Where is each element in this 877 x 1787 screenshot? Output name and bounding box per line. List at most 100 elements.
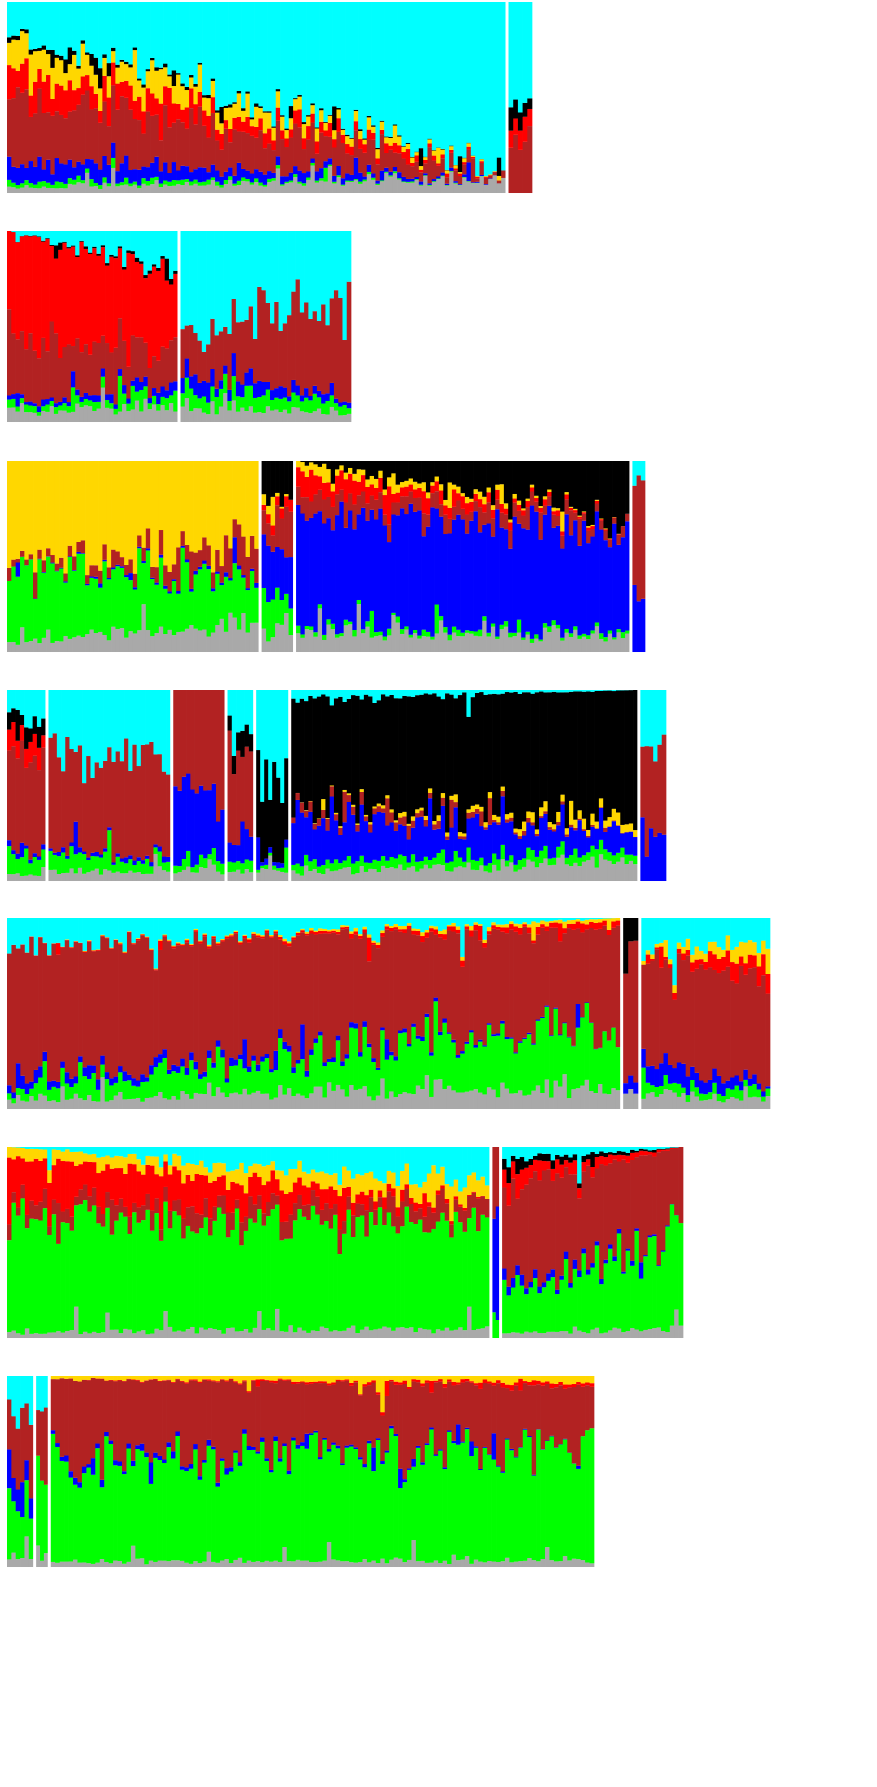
bar-segment-green (118, 1212, 124, 1334)
bar-segment-blue (657, 832, 663, 882)
bar-segment-green (509, 1038, 514, 1094)
bar-segment-cyan (449, 690, 454, 695)
bar-segment-green (526, 1034, 532, 1095)
bar-segment-blue (236, 162, 242, 181)
bar-segment-green (66, 406, 72, 413)
bar-segment-brown (716, 973, 722, 1076)
bar-segment-red (270, 1170, 276, 1194)
bar-segment-gray (641, 1098, 647, 1110)
bar-segment-blue (131, 1078, 137, 1086)
bar-segment-red (85, 75, 90, 91)
bar-segment-gray (353, 1089, 359, 1110)
bar-segment-gray (343, 625, 349, 653)
bar-segment-green (445, 862, 450, 872)
bar-segment-red (716, 958, 722, 974)
bar-segment-gold (158, 461, 164, 531)
bar-segment-black (495, 461, 500, 485)
bar-segment-black (516, 461, 522, 501)
bar-segment-gray (279, 1331, 285, 1339)
bar-segment-brown (141, 1205, 146, 1221)
bar-segment-gold (594, 499, 600, 501)
bar-segment-blue (98, 854, 104, 858)
bar-segment-blue (473, 511, 479, 632)
bar-segment-blue (469, 520, 474, 632)
bar-segment-black (457, 695, 463, 833)
bar-segment-blue (206, 382, 211, 403)
bar-segment-black (372, 702, 378, 807)
bar-segment-brown (335, 494, 340, 516)
bar-segment-green (555, 624, 561, 629)
bar-segment-gray (98, 874, 104, 882)
bar-segment-red (80, 76, 86, 95)
bar-segment-blue (414, 177, 420, 180)
bar-segment-red (19, 725, 25, 741)
bar-segment-cyan (573, 690, 578, 692)
bar-segment-gray (175, 1099, 181, 1110)
bar-segment-gray (232, 617, 238, 653)
bar-segment-cyan (228, 2, 233, 105)
bar-segment-gold (659, 942, 664, 947)
bar-segment-red (19, 236, 25, 332)
bar-segment-cyan (158, 2, 164, 68)
bar-segment-red (102, 75, 108, 102)
bar-segment-red (317, 476, 323, 490)
bar-segment-blue (356, 514, 362, 600)
bar-segment-red (398, 929, 403, 932)
bar-segment-black (508, 461, 513, 520)
bar-segment-blue (7, 395, 12, 400)
bar-segment-cyan (158, 918, 163, 940)
bar-segment-gray (521, 866, 527, 882)
bar-segment-gray (522, 1095, 528, 1110)
bar-segment-green (577, 635, 583, 639)
bar-segment-brown (482, 512, 487, 525)
bar-segment-gray (72, 637, 77, 653)
bar-segment-blue (640, 598, 646, 653)
bar-segment-green (270, 1209, 276, 1331)
bar-segment-gray (721, 1102, 726, 1110)
bar-segment-red (62, 242, 68, 348)
bar-segment-gold (581, 511, 587, 513)
bar-segment-cyan (607, 690, 613, 691)
bar-segment-cyan (153, 690, 158, 755)
bar-segment-gold (67, 461, 73, 546)
bar-segment-brown (309, 933, 314, 1050)
bar-segment-cyan (636, 461, 642, 476)
bar-segment-cyan (406, 918, 412, 924)
bar-segment-blue (210, 588, 216, 592)
bar-segment-gold (443, 499, 448, 506)
bar-segment-red (171, 946, 177, 949)
bar-segment-green (477, 629, 483, 637)
bar-segment-cyan (69, 918, 74, 948)
bar-segment-gold (119, 461, 125, 558)
bar-segment-gold (384, 137, 389, 144)
bar-segment-red (384, 926, 390, 930)
bar-segment-green (388, 175, 394, 177)
bar-segment-gold (446, 924, 452, 927)
bar-segment-blue (392, 167, 398, 172)
bar-segment-green (509, 855, 514, 863)
bar-segment-cyan (517, 690, 523, 694)
bar-segment-brown (83, 344, 89, 393)
bar-segment-brown (734, 983, 740, 1076)
bar-segment-cyan (765, 918, 771, 949)
bar-segment-blue (366, 164, 372, 172)
bar-segment-gray (42, 1095, 48, 1110)
bar-segment-blue (521, 528, 526, 638)
bar-segment-cyan (326, 918, 332, 930)
bar-segment-brown (330, 506, 336, 531)
bar-segment-brown (87, 354, 93, 396)
bar-segment-cyan (392, 2, 398, 125)
bar-segment-gray (526, 859, 531, 882)
bar-segment-green (194, 1233, 200, 1334)
bar-segment-brown (321, 304, 326, 395)
bar-segment-gray (239, 1331, 245, 1339)
bar-segment-gold (219, 123, 225, 134)
bar-segment-green (743, 1079, 749, 1087)
bar-segment-gray (236, 869, 241, 882)
bar-segment-brown (423, 819, 429, 827)
bar-segment-gray (747, 1097, 753, 1110)
bar-segment-green (92, 402, 97, 411)
bar-segment-gray (317, 608, 323, 653)
bar-segment-green (126, 403, 131, 412)
bar-segment-green (362, 179, 368, 182)
